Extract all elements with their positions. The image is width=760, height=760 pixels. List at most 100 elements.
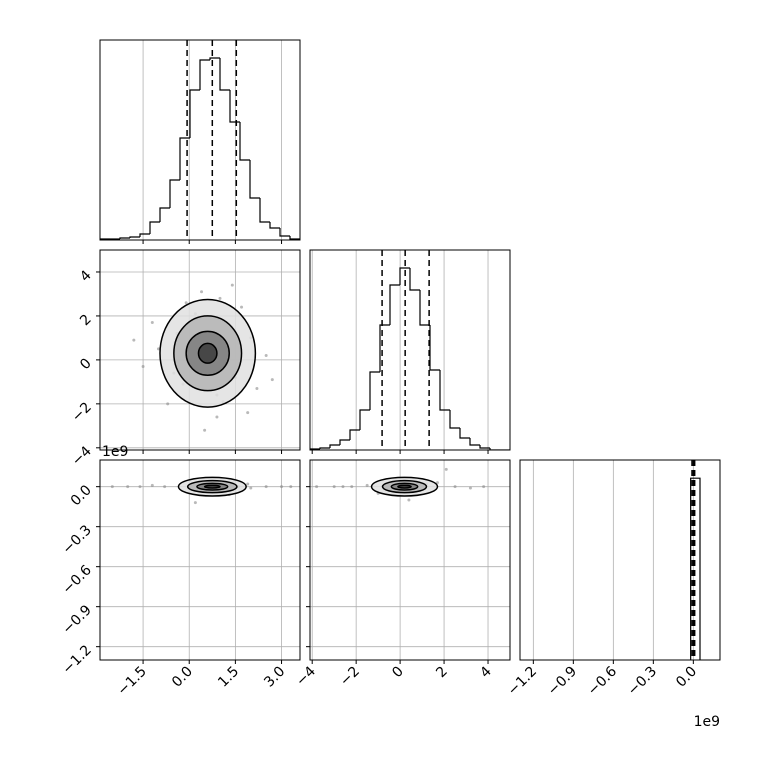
sample-point — [150, 321, 154, 325]
x-tick-label: 0.0 — [169, 664, 196, 691]
hist-bin — [249, 160, 260, 199]
hist-bin — [100, 238, 110, 240]
sample-point — [150, 483, 154, 487]
hist-bin — [349, 429, 360, 440]
hist-bin — [339, 439, 350, 445]
hist-bin — [479, 445, 490, 449]
hist-bin — [329, 444, 340, 448]
x-tick-label: −4 — [293, 663, 319, 689]
panel-bg — [520, 460, 720, 660]
hist-bin — [169, 179, 180, 208]
panel — [532, 460, 701, 660]
sample-point — [264, 485, 268, 489]
sample-point — [255, 386, 259, 390]
panel — [310, 460, 510, 660]
y-tick-label: 0.0 — [68, 482, 95, 509]
sample-point — [200, 290, 204, 294]
sample-point — [218, 296, 222, 300]
hist-bin — [429, 325, 440, 371]
sample-point — [126, 485, 130, 489]
hist-bin — [179, 137, 190, 180]
hist-bin — [269, 222, 280, 229]
panel-frame — [519, 459, 721, 661]
sample-point — [230, 283, 234, 287]
y-tick-label: 2 — [77, 311, 95, 329]
hist-bin — [239, 122, 250, 161]
sample-point — [249, 486, 253, 490]
hist-bin — [419, 290, 430, 326]
sample-point — [184, 301, 188, 305]
offset-text: 1e9 — [694, 714, 720, 730]
hist-bin — [189, 89, 200, 138]
panel-frame — [309, 459, 511, 661]
hist-bin — [469, 438, 480, 446]
sample-point — [270, 378, 274, 382]
x-tick-label: −2 — [337, 664, 363, 690]
sample-point — [341, 485, 345, 489]
hist-bin — [159, 207, 170, 222]
x-tick-label: −0.3 — [625, 664, 660, 699]
sample-point — [240, 305, 244, 309]
sample-point — [407, 498, 411, 502]
sample-point — [264, 353, 268, 357]
panel — [310, 250, 510, 450]
panel — [100, 250, 300, 450]
hist-bin — [319, 447, 330, 449]
y-tick-label: −4 — [69, 443, 95, 469]
hist-bin — [459, 428, 470, 439]
offset-text: 1e9 — [102, 444, 128, 460]
sample-point — [156, 347, 160, 351]
contour — [203, 484, 221, 489]
hist-bin — [399, 267, 410, 285]
hist-bin — [289, 236, 300, 240]
sample-point — [166, 402, 170, 406]
hist-bin — [369, 371, 380, 410]
hist-bin — [409, 268, 420, 291]
y-tick-label: −0.9 — [59, 602, 94, 637]
hist-bin — [209, 57, 220, 60]
sample-point — [203, 428, 207, 432]
hist-bin — [359, 409, 370, 430]
hist-bin — [219, 58, 230, 91]
hist-bin — [449, 410, 460, 429]
hist-bin — [259, 198, 270, 223]
hist-bin — [439, 370, 450, 411]
x-tick-label: −1.5 — [115, 664, 150, 699]
contour — [197, 342, 218, 364]
x-tick-label: 2 — [433, 664, 451, 682]
hist-bin — [199, 59, 210, 90]
y-tick-label: −0.6 — [59, 562, 94, 597]
sample-point — [280, 485, 284, 489]
x-tick-label: −0.6 — [585, 663, 620, 698]
sample-point — [350, 485, 354, 489]
sample-point — [110, 485, 114, 489]
sample-point — [435, 481, 439, 485]
sample-point — [453, 485, 457, 489]
x-tick-label: 4 — [477, 663, 495, 681]
hist-bin — [489, 448, 500, 450]
sample-point — [246, 482, 250, 486]
y-tick-label: 0 — [77, 355, 95, 373]
panel-frame — [99, 249, 301, 451]
panel — [100, 460, 300, 660]
contour — [397, 484, 412, 489]
x-tick-label: −0.9 — [545, 664, 580, 699]
sample-point — [246, 411, 250, 415]
x-tick-label: −1.2 — [505, 664, 540, 699]
sample-point — [141, 364, 145, 368]
y-tick-label: 4 — [77, 267, 95, 285]
hist-bin — [310, 448, 320, 450]
hist-bin — [139, 233, 150, 237]
x-tick-label: 1.5 — [215, 664, 242, 691]
y-tick-label: −1.2 — [59, 642, 94, 677]
panel-frame — [99, 39, 301, 241]
x-tick-label: 3.0 — [261, 664, 288, 691]
sample-point — [468, 486, 472, 490]
sample-point — [444, 467, 448, 471]
hist-bin — [129, 236, 140, 238]
sample-point — [215, 415, 219, 419]
sample-point — [163, 485, 167, 489]
sample-point — [289, 485, 293, 489]
hist-bin — [690, 477, 701, 660]
